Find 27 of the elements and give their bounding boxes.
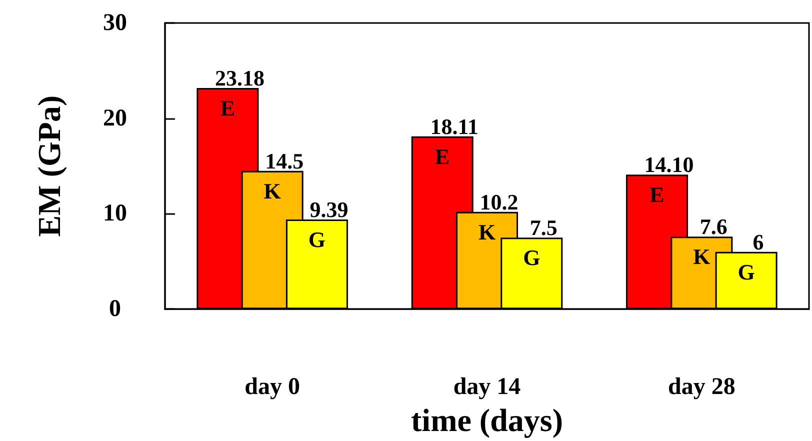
x-tick-label: day 28: [668, 374, 736, 400]
text: E: [435, 144, 450, 169]
y-tick-label: 0: [109, 296, 121, 322]
data-label: 14.5: [265, 148, 304, 174]
series-label: E: [220, 96, 236, 121]
text: K: [478, 219, 496, 244]
series-label: G: [308, 227, 326, 252]
text: G: [523, 245, 540, 270]
y-tick-label: 10: [103, 200, 127, 227]
x-axis-title: time (days): [411, 402, 563, 438]
series-label: K: [264, 178, 281, 204]
data-label: 10.2: [480, 189, 518, 214]
text: G: [738, 259, 755, 284]
data-label: 7.5: [530, 215, 558, 240]
x-tick-label: day 14: [453, 374, 521, 400]
y-axis-title: EM (GPa): [31, 95, 67, 237]
text: E: [650, 182, 664, 208]
data-label: 7.6: [700, 214, 728, 240]
data-label: 9.39: [310, 197, 348, 222]
data-label: 6: [752, 229, 764, 254]
data-label: 14.10: [644, 152, 694, 178]
data-label: 23.18: [214, 66, 264, 91]
x-tick-label: day 0: [244, 374, 300, 400]
text: K: [693, 244, 710, 270]
y-tick-label: 30: [103, 10, 127, 36]
data-label: 18.11: [430, 114, 479, 139]
y-tick-label: 20: [103, 105, 127, 132]
